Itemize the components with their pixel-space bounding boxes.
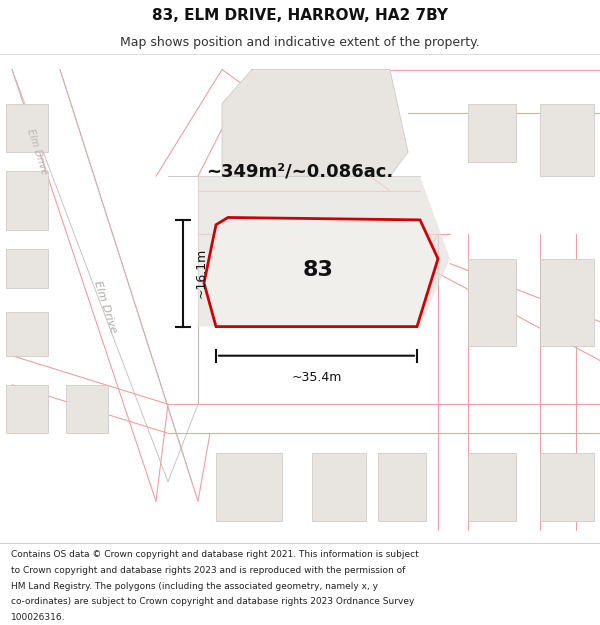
Text: Elm Drive: Elm Drive — [92, 280, 118, 334]
Text: to Crown copyright and database rights 2023 and is reproduced with the permissio: to Crown copyright and database rights 2… — [11, 566, 405, 575]
Polygon shape — [540, 104, 594, 176]
Polygon shape — [540, 452, 594, 521]
Polygon shape — [216, 452, 282, 521]
Polygon shape — [468, 104, 516, 162]
Text: HM Land Registry. The polygons (including the associated geometry, namely x, y: HM Land Registry. The polygons (includin… — [11, 582, 378, 591]
Polygon shape — [204, 217, 438, 327]
Polygon shape — [540, 259, 594, 346]
Text: co-ordinates) are subject to Crown copyright and database rights 2023 Ordnance S: co-ordinates) are subject to Crown copyr… — [11, 598, 414, 606]
Polygon shape — [6, 249, 48, 288]
Polygon shape — [468, 452, 516, 521]
Text: 83: 83 — [303, 260, 334, 280]
Polygon shape — [222, 69, 408, 176]
Polygon shape — [378, 452, 426, 521]
Text: ~35.4m: ~35.4m — [292, 371, 341, 384]
Polygon shape — [6, 312, 48, 356]
Text: ~349m²/~0.086ac.: ~349m²/~0.086ac. — [206, 162, 394, 181]
Polygon shape — [312, 452, 366, 521]
Polygon shape — [6, 385, 48, 433]
Text: Map shows position and indicative extent of the property.: Map shows position and indicative extent… — [120, 36, 480, 49]
Text: ~16.1m: ~16.1m — [195, 248, 208, 298]
Polygon shape — [6, 171, 48, 229]
Polygon shape — [468, 259, 516, 346]
Text: Elm Drive: Elm Drive — [25, 128, 49, 176]
Polygon shape — [198, 176, 450, 327]
Text: 83, ELM DRIVE, HARROW, HA2 7BY: 83, ELM DRIVE, HARROW, HA2 7BY — [152, 8, 448, 23]
Text: 100026316.: 100026316. — [11, 613, 65, 622]
Polygon shape — [6, 104, 48, 152]
Polygon shape — [66, 385, 108, 433]
Text: Contains OS data © Crown copyright and database right 2021. This information is : Contains OS data © Crown copyright and d… — [11, 550, 419, 559]
